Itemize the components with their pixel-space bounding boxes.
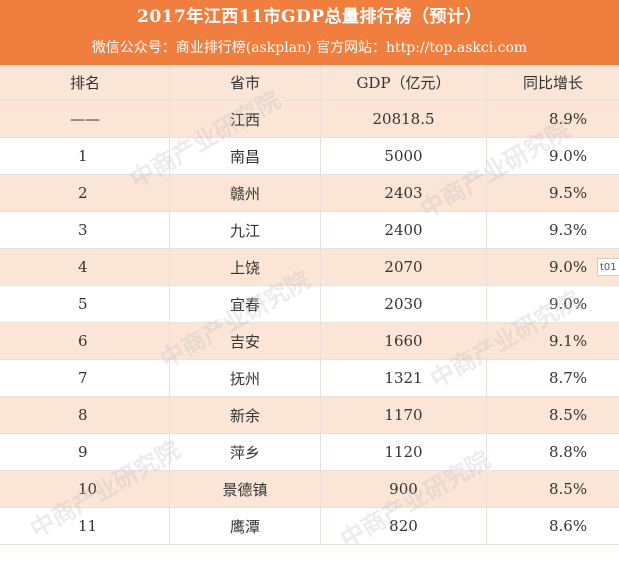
- rank-cell: 3: [0, 212, 170, 248]
- ranking-table: 排名 省市 GDP（亿元） 同比增长 —— 江西 20818.5 8.9% 1 …: [0, 65, 619, 545]
- table-header-row: 排名 省市 GDP（亿元） 同比增长: [0, 65, 619, 101]
- table-row: 5 宜春 2030 9.0%: [0, 286, 619, 323]
- table-row: 7 抚州 1321 8.7%: [0, 360, 619, 397]
- table-row: 3 九江 2400 9.3%: [0, 212, 619, 249]
- table-row: 4 上饶 2070 9.0%: [0, 249, 619, 286]
- gdp-cell: 2070: [321, 249, 487, 285]
- growth-cell: 8.8%: [549, 443, 588, 461]
- city-cell: 江西: [170, 101, 321, 137]
- growth-cell: 9.1%: [549, 332, 588, 350]
- growth-cell: 9.0%: [549, 147, 588, 165]
- city-cell: 九江: [170, 212, 321, 248]
- growth-cell: 8.6%: [549, 517, 588, 535]
- rank-cell: 10: [0, 471, 170, 507]
- gdp-cell: 1321: [321, 360, 487, 396]
- city-cell: 抚州: [170, 360, 321, 396]
- gdp-cell: 5000: [321, 138, 487, 174]
- city-cell: 新余: [170, 397, 321, 433]
- city-cell: 景德镇: [170, 471, 321, 507]
- table-row: 11 鹰潭 820 8.6%: [0, 508, 619, 545]
- column-header-growth: 同比增长: [522, 74, 583, 92]
- table-row: —— 江西 20818.5 8.9%: [0, 101, 619, 138]
- growth-cell: 8.7%: [549, 369, 588, 387]
- growth-cell: 9.0%: [549, 295, 588, 313]
- gdp-cell: 1660: [321, 323, 487, 359]
- gdp-cell: 1120: [321, 434, 487, 470]
- gdp-cell: 2400: [321, 212, 487, 248]
- gdp-cell: 1170: [321, 397, 487, 433]
- title-banner: 2017年江西11市GDP总量排行榜（预计） 微信公众号：商业排行榜(askpl…: [0, 0, 619, 65]
- growth-cell: 8.5%: [549, 480, 588, 498]
- page-title: 2017年江西11市GDP总量排行榜（预计）: [136, 7, 482, 27]
- growth-cell: 9.5%: [549, 184, 588, 202]
- table-row: 10 景德镇 900 8.5%: [0, 471, 619, 508]
- rank-cell: 8: [0, 397, 170, 433]
- city-cell: 南昌: [170, 138, 321, 174]
- city-cell: 萍乡: [170, 434, 321, 470]
- city-cell: 吉安: [170, 323, 321, 359]
- rank-cell: 9: [0, 434, 170, 470]
- city-cell: 赣州: [170, 175, 321, 211]
- city-cell: 宜春: [170, 286, 321, 322]
- rank-cell: 4: [0, 249, 170, 285]
- growth-cell: 8.5%: [549, 406, 588, 424]
- gdp-cell: 900: [321, 471, 487, 507]
- gdp-cell: 2403: [321, 175, 487, 211]
- table-row: 9 萍乡 1120 8.8%: [0, 434, 619, 471]
- table-row: 2 赣州 2403 9.5%: [0, 175, 619, 212]
- column-header-city: 省市: [170, 65, 321, 100]
- rank-cell: ——: [0, 101, 170, 137]
- gdp-cell: 2030: [321, 286, 487, 322]
- rank-cell: 6: [0, 323, 170, 359]
- page-subtitle: 微信公众号：商业排行榜(askplan) 官方网站：http://top.ask…: [91, 40, 528, 56]
- table-row: 1 南昌 5000 9.0%: [0, 138, 619, 175]
- rank-cell: 7: [0, 360, 170, 396]
- growth-cell: 9.0%: [549, 258, 588, 276]
- rank-cell: 5: [0, 286, 170, 322]
- rank-cell: 11: [0, 508, 170, 544]
- gdp-cell: 20818.5: [321, 101, 487, 137]
- table-row: 6 吉安 1660 9.1%: [0, 323, 619, 360]
- growth-cell: 9.3%: [549, 221, 588, 239]
- city-cell: 鹰潭: [170, 508, 321, 544]
- column-header-gdp: GDP（亿元）: [321, 65, 487, 100]
- column-header-rank: 排名: [0, 65, 170, 100]
- city-cell: 上饶: [170, 249, 321, 285]
- growth-cell: 8.9%: [549, 110, 588, 128]
- table-row: 8 新余 1170 8.5%: [0, 397, 619, 434]
- side-tab[interactable]: t01: [597, 258, 619, 276]
- rank-cell: 2: [0, 175, 170, 211]
- gdp-cell: 820: [321, 508, 487, 544]
- rank-cell: 1: [0, 138, 170, 174]
